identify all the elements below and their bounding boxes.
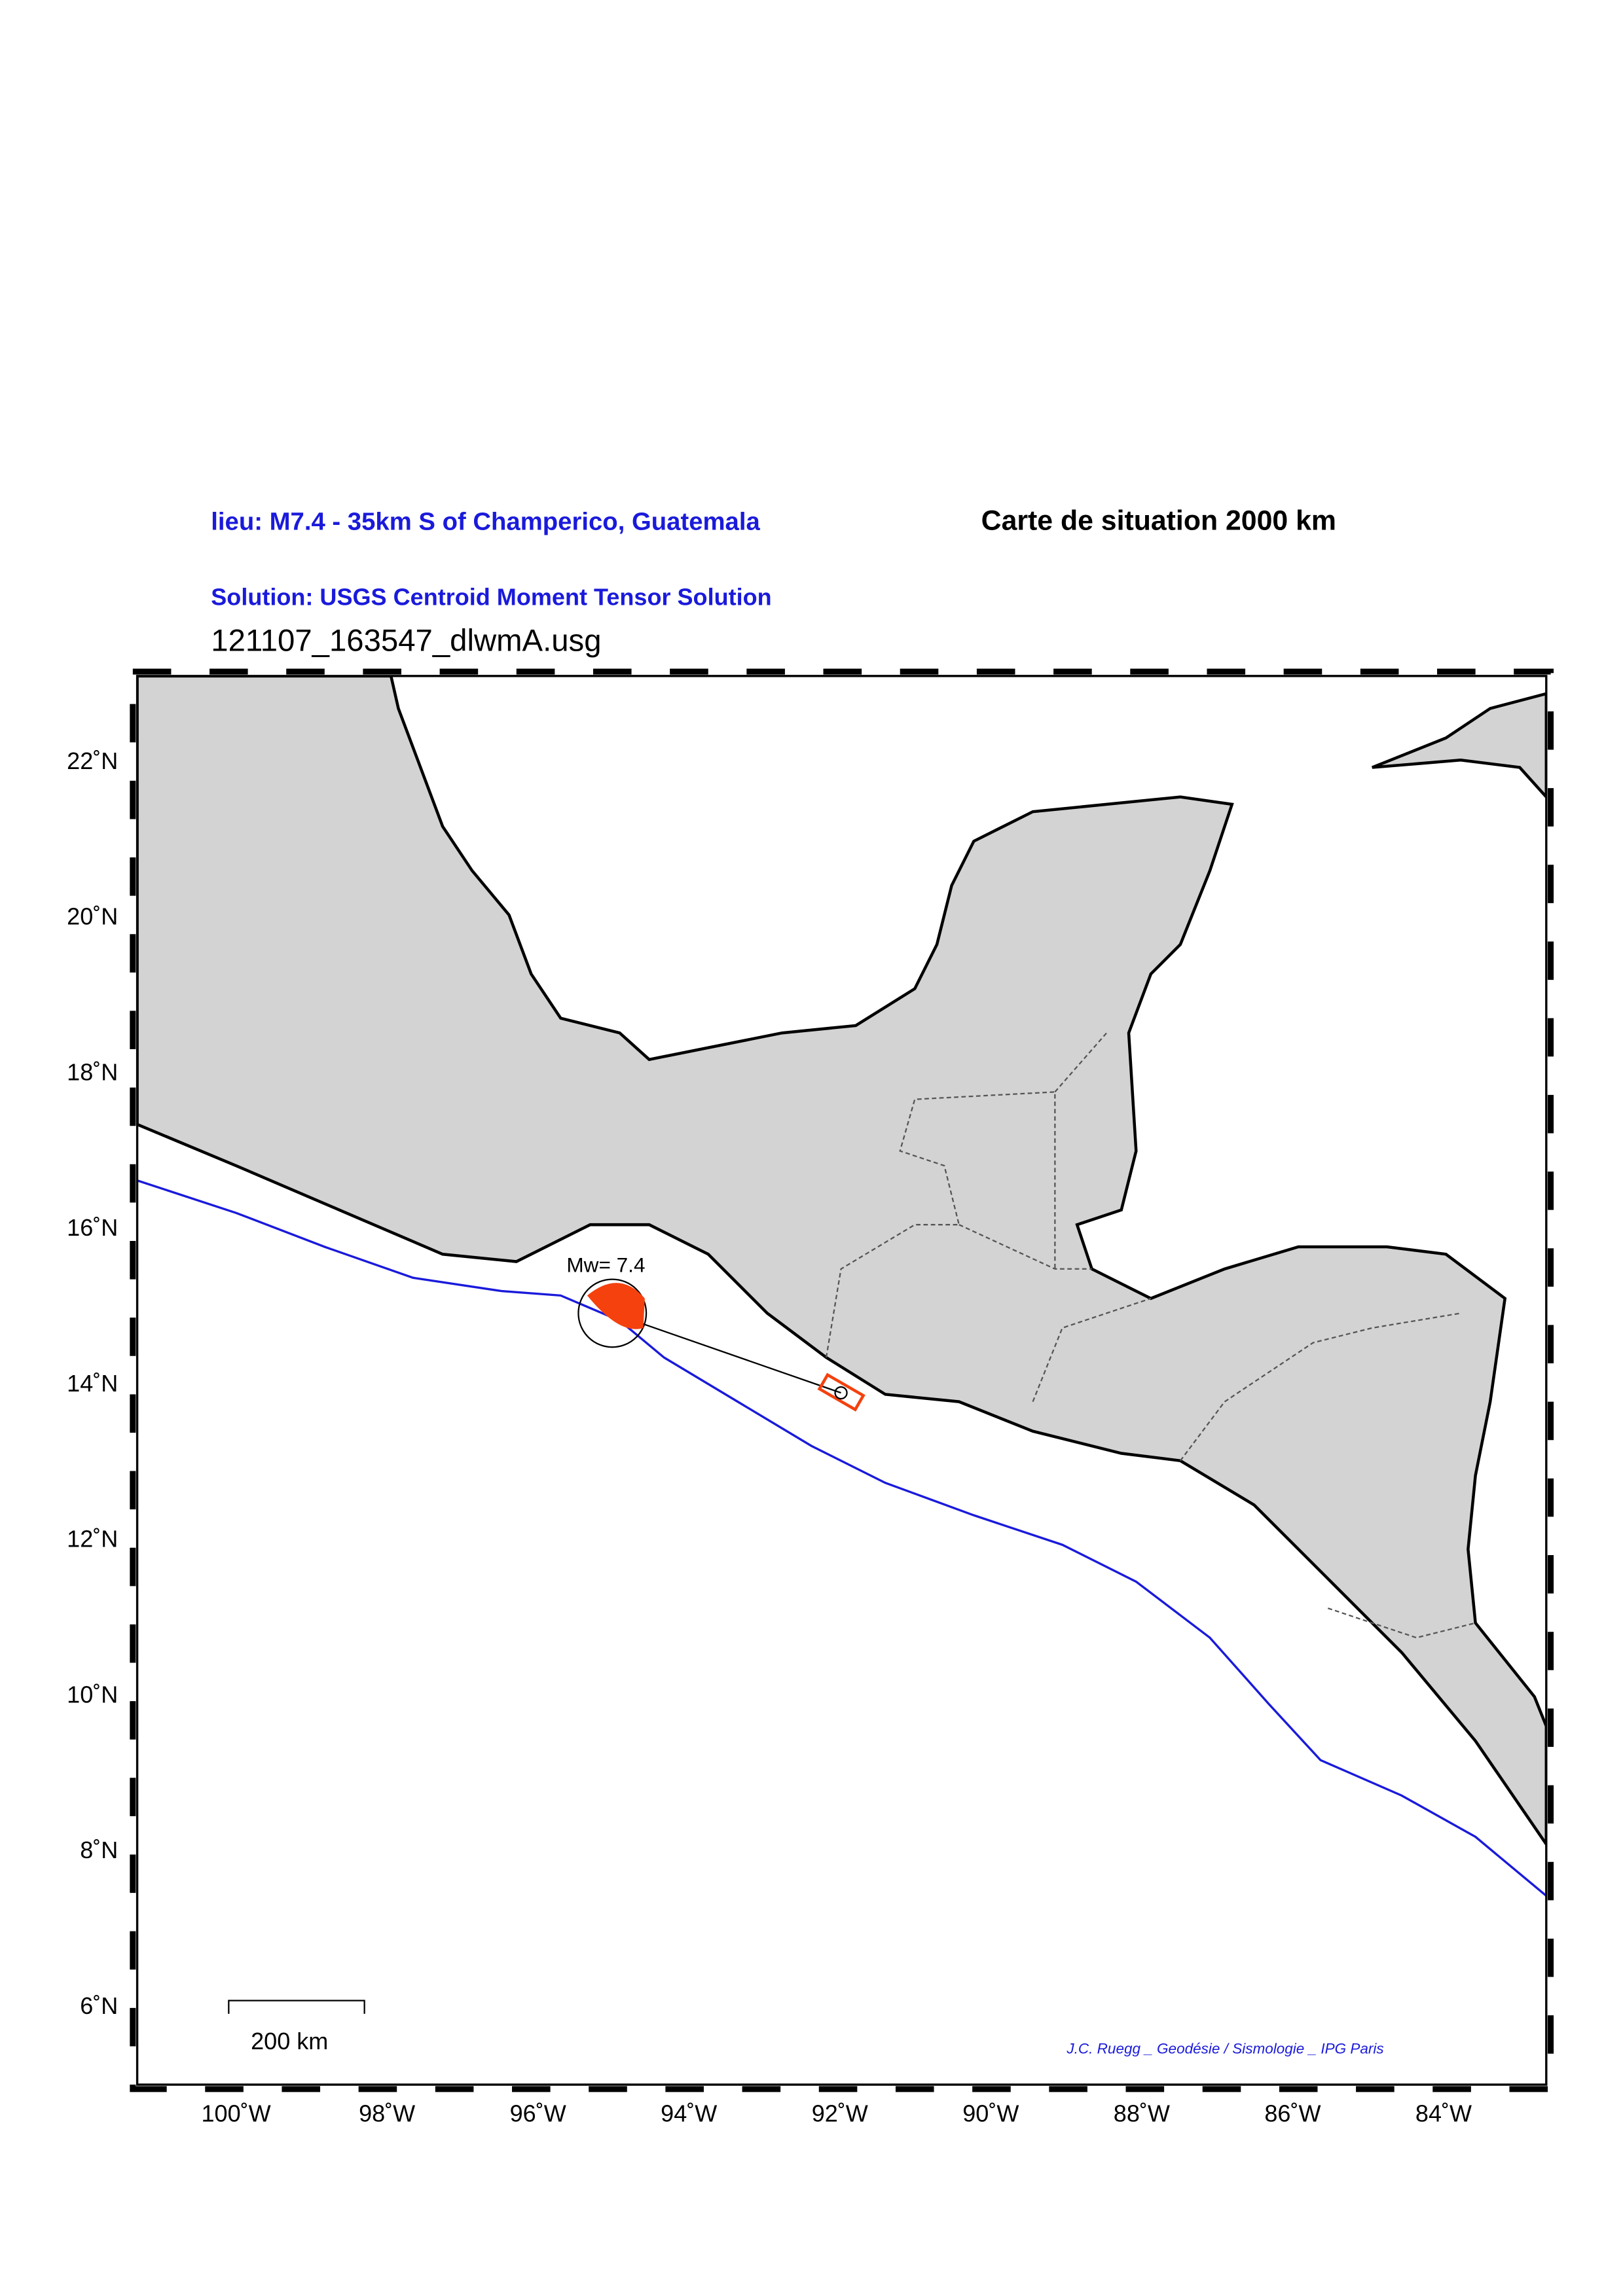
location-title: lieu: M7.4 - 35km S of Champerico, Guate… bbox=[211, 508, 760, 536]
lat-label: 14˚N bbox=[67, 1370, 118, 1397]
rupture-box bbox=[817, 1372, 866, 1412]
frame-ticks bbox=[130, 668, 1554, 2092]
scale-label: 200 km bbox=[251, 2028, 328, 2054]
credit: J.C. Ruegg _ Geodésie / Sismologie _ IPG… bbox=[1066, 2041, 1383, 2057]
borders bbox=[825, 1032, 1476, 1639]
file-title: 121107_163547_dlwmA.usg bbox=[211, 624, 601, 658]
lon-label: 90˚W bbox=[962, 2100, 1019, 2126]
lat-label: 10˚N bbox=[67, 1681, 118, 1708]
connector bbox=[611, 1312, 841, 1394]
lat-label: 20˚N bbox=[67, 903, 118, 930]
cuba bbox=[1372, 692, 1546, 800]
lon-label: 88˚W bbox=[1114, 2100, 1170, 2126]
lat-label: 18˚N bbox=[67, 1058, 118, 1085]
lon-label: 96˚W bbox=[510, 2100, 566, 2126]
lon-label: 92˚W bbox=[812, 2100, 868, 2126]
trench bbox=[137, 1179, 1546, 1897]
lon-label: 94˚W bbox=[661, 2100, 717, 2126]
lat-label: 16˚N bbox=[67, 1214, 118, 1241]
lon-label: 98˚W bbox=[359, 2100, 415, 2126]
land bbox=[137, 675, 1546, 1847]
focal-mechanism bbox=[577, 1278, 647, 1348]
map-area: Mw= 7.4 200 km J.C. Ruegg _ Geodésie / S… bbox=[137, 675, 1546, 2057]
lon-label: 100˚W bbox=[201, 2100, 270, 2126]
lat-label: 22˚N bbox=[67, 747, 118, 774]
scale-bar bbox=[228, 2000, 365, 2014]
magnitude-label: Mw= 7.4 bbox=[566, 1253, 645, 1276]
lon-label: 84˚W bbox=[1415, 2100, 1472, 2126]
lat-label: 12˚N bbox=[67, 1526, 118, 1552]
epicenter bbox=[834, 1386, 848, 1400]
lat-label: 8˚N bbox=[80, 1837, 118, 1863]
compression-quadrant bbox=[587, 1283, 645, 1329]
frame bbox=[136, 675, 1548, 2086]
lon-label: 86˚W bbox=[1264, 2100, 1321, 2126]
map-title: Carte de situation 2000 km bbox=[981, 505, 1336, 537]
lat-label: 6˚N bbox=[80, 1992, 118, 2019]
solution-title: Solution: USGS Centroid Moment Tensor So… bbox=[211, 584, 771, 611]
axis-labels: 22˚N 20˚N 18˚N 16˚N 14˚N 12˚N 10˚N 8˚N 6˚N 100˚W 9… bbox=[67, 747, 1472, 2127]
